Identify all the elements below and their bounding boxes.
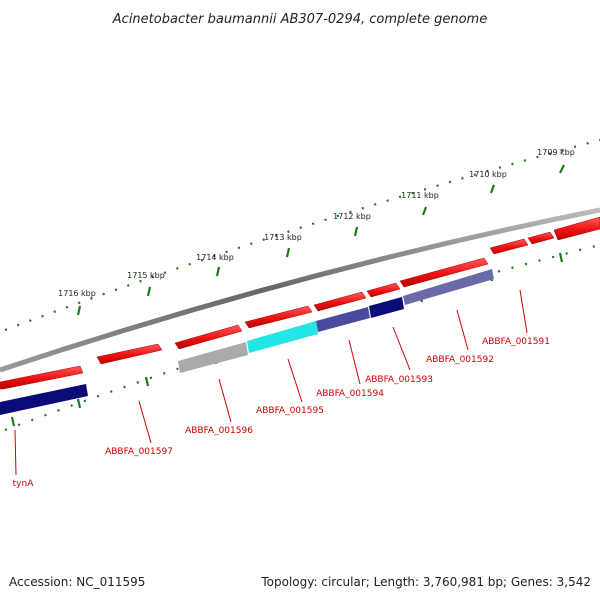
gene-label: tynA (13, 479, 35, 489)
ruler-major-tick (421, 206, 428, 216)
cds-arrow (174, 324, 243, 350)
cds-arrow (0, 365, 84, 390)
label-leader (392, 326, 411, 371)
gene-label: ABBFA_001592 (426, 355, 494, 365)
ruler-label: 1710 kbp (469, 170, 507, 179)
ruler-label: 1716 kbp (58, 289, 96, 298)
outer-ruler (4, 138, 600, 332)
ruler-major-tick (559, 164, 565, 174)
cds-arrow (489, 238, 529, 255)
cds-arrow (244, 305, 313, 329)
map-title: Acinetobacter baumannii AB307-0294, comp… (112, 12, 487, 27)
feature-block (178, 342, 248, 373)
ruler-minor-tick (144, 376, 150, 387)
label-leader (138, 400, 152, 444)
feature-block (403, 269, 494, 305)
gene-label: ABBFA_001597 (105, 447, 173, 457)
ruler-label: 1711 kbp (401, 191, 439, 200)
gene-label: ABBFA_001594 (316, 389, 384, 399)
cds-arrow (313, 291, 367, 312)
topology-text: Topology: circular; Length: 3,760,981 bp… (260, 575, 591, 589)
cds-arrow (553, 216, 600, 241)
cds-arrow (527, 231, 555, 245)
gene-label: ABBFA_001596 (185, 426, 253, 436)
gene-label: ABBFA_001591 (482, 337, 550, 347)
ruler-label: 1713 kbp (264, 233, 302, 242)
label-leader (519, 289, 528, 334)
cds-arrow (96, 343, 163, 365)
feature-block (0, 384, 88, 415)
ruler-major-tick (285, 247, 291, 258)
ruler-label: 1712 kbp (333, 212, 371, 221)
feature-block (369, 297, 404, 318)
genome-backbone (0, 207, 600, 373)
label-leader (14, 429, 17, 476)
accession-text: Accession: NC_011595 (9, 575, 145, 589)
ruler-label: 1709 kbp (537, 148, 575, 157)
feature-block (247, 321, 318, 353)
cds-arrow (366, 282, 401, 298)
ruler-major-tick (353, 226, 359, 237)
ruler-major-tick (489, 184, 496, 194)
feature-block (316, 307, 370, 332)
ruler-label: 1715 kbp (127, 271, 165, 280)
ruler-major-tick (215, 266, 221, 277)
cds-arrow (399, 257, 489, 288)
ruler-minor-tick (10, 416, 16, 427)
ruler-major-tick (76, 305, 82, 316)
label-leader (348, 339, 361, 385)
ruler-major-tick (146, 286, 152, 297)
gene-label: ABBFA_001593 (365, 375, 433, 385)
ruler-minor-tick (76, 398, 82, 409)
label-leader (456, 309, 469, 351)
ruler-label: 1714 kbp (196, 253, 234, 262)
label-leader (218, 378, 232, 423)
label-leader (287, 358, 303, 403)
ruler-minor-tick (558, 252, 564, 263)
gene-label: ABBFA_001595 (256, 406, 324, 416)
